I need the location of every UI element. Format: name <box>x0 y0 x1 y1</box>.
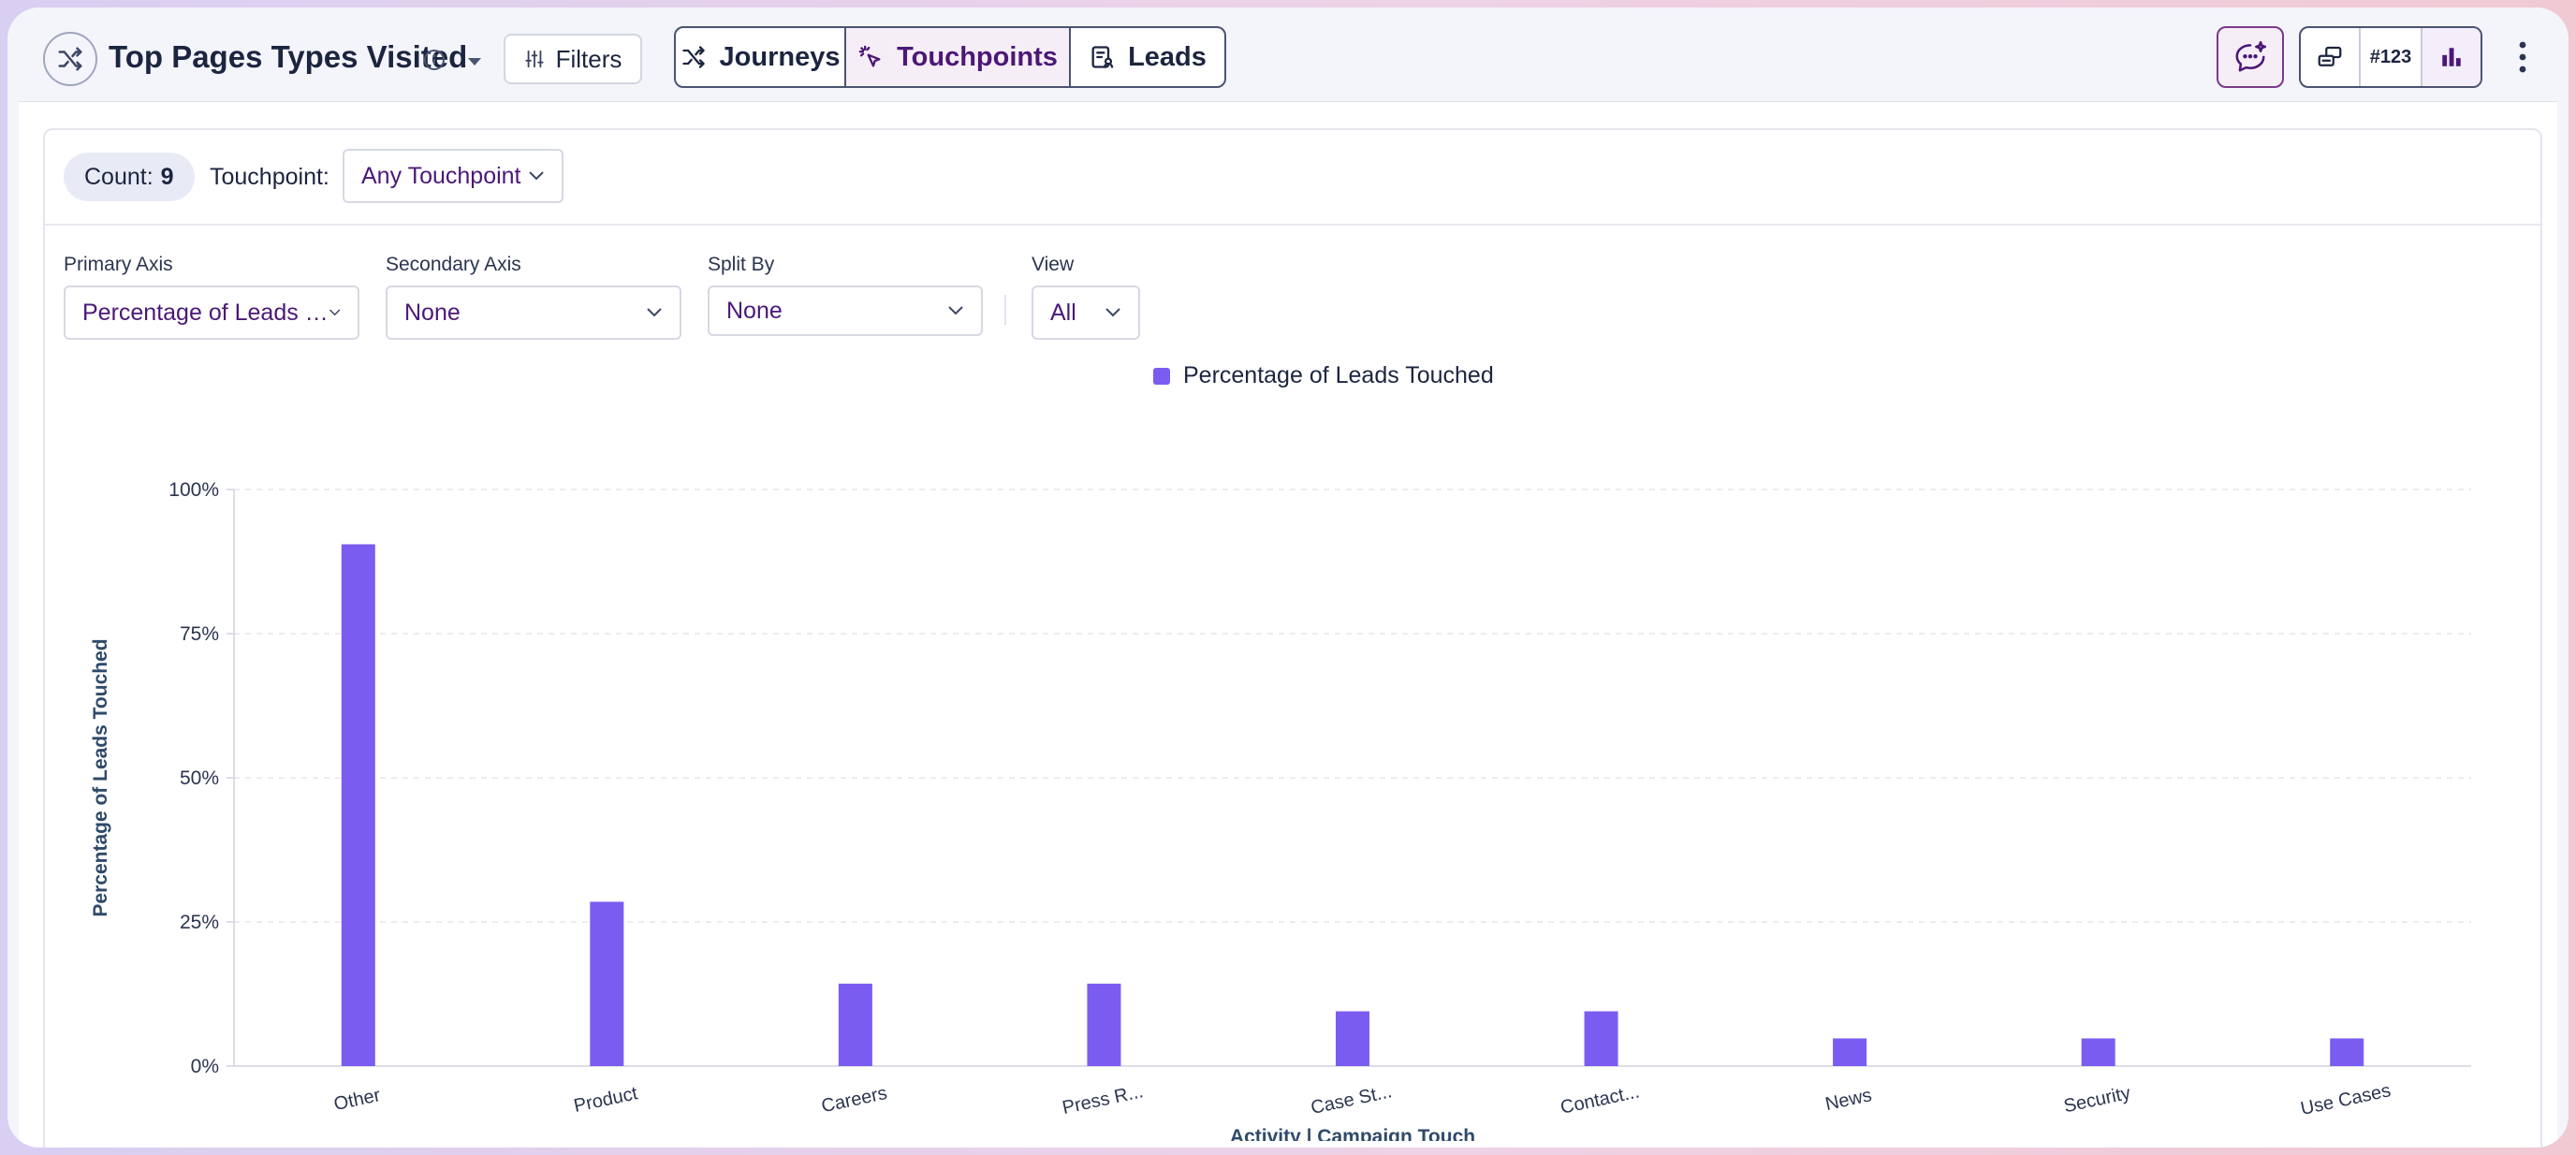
count-label: Count: <box>84 163 154 190</box>
count-badge: Count: 9 <box>64 153 195 201</box>
tab-journeys[interactable]: Journeys <box>676 28 844 86</box>
bar <box>1336 1011 1369 1066</box>
primary-axis-select[interactable]: Percentage of Leads … <box>64 285 359 340</box>
view-label: View <box>1032 254 1075 275</box>
report-card: Count: 9 Touchpoint: Any Touchpoint Prim… <box>19 101 2557 1148</box>
chevron-down-icon <box>529 171 544 181</box>
secondary-axis-select[interactable]: None <box>386 285 681 340</box>
bar <box>1087 983 1121 1066</box>
secondary-axis-label: Secondary Axis <box>386 254 521 275</box>
page-title: Top Pages Types Visited <box>109 39 468 74</box>
chart-panel: Count: 9 Touchpoint: Any Touchpoint Prim… <box>43 128 2542 1148</box>
touchpoint-label: Touchpoint: <box>210 164 329 190</box>
view-select[interactable]: All <box>1032 285 1140 340</box>
chevron-down-icon <box>647 308 662 317</box>
x-tick-label: Contact... <box>1559 1081 1641 1118</box>
view-tabs: Journeys Touchpoints Leads <box>674 26 1226 88</box>
chevron-down-icon <box>1105 308 1120 317</box>
bar <box>1584 1011 1618 1066</box>
filters-label: Filters <box>555 44 622 73</box>
y-axis-title: Percentage of Leads Touched <box>90 638 111 916</box>
tab-leads[interactable]: Leads <box>1069 28 1224 86</box>
table-toggle-button[interactable] <box>2301 28 2359 86</box>
split-by-label: Split By <box>708 254 775 275</box>
chart-legend[interactable]: Percentage of Leads Touched <box>1153 362 1494 389</box>
x-tick-label: Case St... <box>1310 1081 1394 1118</box>
report-header: Top Pages Types Visited Filters Journeys… <box>7 7 2569 101</box>
x-axis-title: Activity | Campaign Touch <box>1230 1126 1475 1141</box>
y-tick-label: 75% <box>180 623 219 645</box>
touchpoint-toolbar: Count: 9 Touchpoint: Any Touchpoint <box>45 130 2540 226</box>
count-value: 9 <box>160 163 174 190</box>
touchpoint-select[interactable]: Any Touchpoint <box>343 149 564 203</box>
tab-touchpoints-label: Touchpoints <box>897 41 1058 72</box>
chart-view-button[interactable] <box>2421 28 2481 86</box>
number-format-button[interactable]: #123 <box>2359 28 2421 86</box>
filters-button[interactable]: Filters <box>504 34 642 84</box>
touchpoint-select-value: Any Touchpoint <box>361 162 521 189</box>
app-window: Top Pages Types Visited Filters Journeys… <box>7 7 2569 1148</box>
primary-axis-label: Primary Axis <box>64 254 173 275</box>
x-tick-label: Product <box>572 1083 639 1117</box>
legend-swatch <box>1153 367 1170 385</box>
bar <box>341 544 375 1066</box>
bar-chart-icon <box>2442 48 2461 66</box>
toolbar-divider <box>1004 295 1006 325</box>
secondary-axis-value: None <box>404 299 461 326</box>
display-toolbar: #123 <box>2299 26 2482 88</box>
bar <box>590 901 624 1066</box>
split-by-select[interactable]: None <box>708 285 983 336</box>
title-caret-down-icon[interactable] <box>466 55 483 72</box>
lead-card-icon <box>1091 46 1114 68</box>
y-tick-label: 0% <box>191 1056 219 1077</box>
split-by-value: None <box>726 297 783 324</box>
x-tick-label: Use Cases <box>2299 1080 2393 1119</box>
view-value: All <box>1050 299 1076 326</box>
y-tick-label: 25% <box>180 912 219 933</box>
x-tick-label: News <box>1823 1085 1873 1115</box>
x-tick-label: Security <box>2062 1083 2132 1118</box>
y-tick-label: 50% <box>180 768 219 789</box>
chevron-down-icon <box>948 306 963 315</box>
x-tick-label: Press R... <box>1061 1081 1145 1118</box>
chat-sparkle-icon <box>2235 40 2267 72</box>
pointer-click-icon <box>858 45 881 67</box>
y-tick-label: 100% <box>168 479 219 501</box>
bar <box>1833 1038 1867 1066</box>
x-tick-label: Careers <box>820 1083 889 1117</box>
chevron-down-icon <box>329 309 341 316</box>
x-tick-label: Other <box>332 1085 383 1115</box>
shuffle-icon <box>681 46 705 68</box>
bar <box>2330 1038 2364 1066</box>
tab-leads-label: Leads <box>1128 41 1207 72</box>
bar-chart: 0% 25% 50% 75% 100% Other Product Careers Press … <box>90 479 2471 1141</box>
more-options-icon[interactable] <box>2516 39 2529 80</box>
primary-axis-value: Percentage of Leads … <box>82 299 329 326</box>
ai-assistant-button[interactable] <box>2217 26 2284 88</box>
bar <box>2081 1038 2115 1066</box>
sliders-icon <box>524 50 544 68</box>
tab-journeys-label: Journeys <box>719 41 841 72</box>
shuffle-logo-icon[interactable] <box>43 32 97 86</box>
info-icon[interactable] <box>423 49 446 76</box>
stacked-cards-icon <box>2318 46 2342 66</box>
tab-touchpoints[interactable]: Touchpoints <box>844 28 1069 86</box>
legend-label: Percentage of Leads Touched <box>1183 362 1494 388</box>
bar <box>838 983 872 1066</box>
